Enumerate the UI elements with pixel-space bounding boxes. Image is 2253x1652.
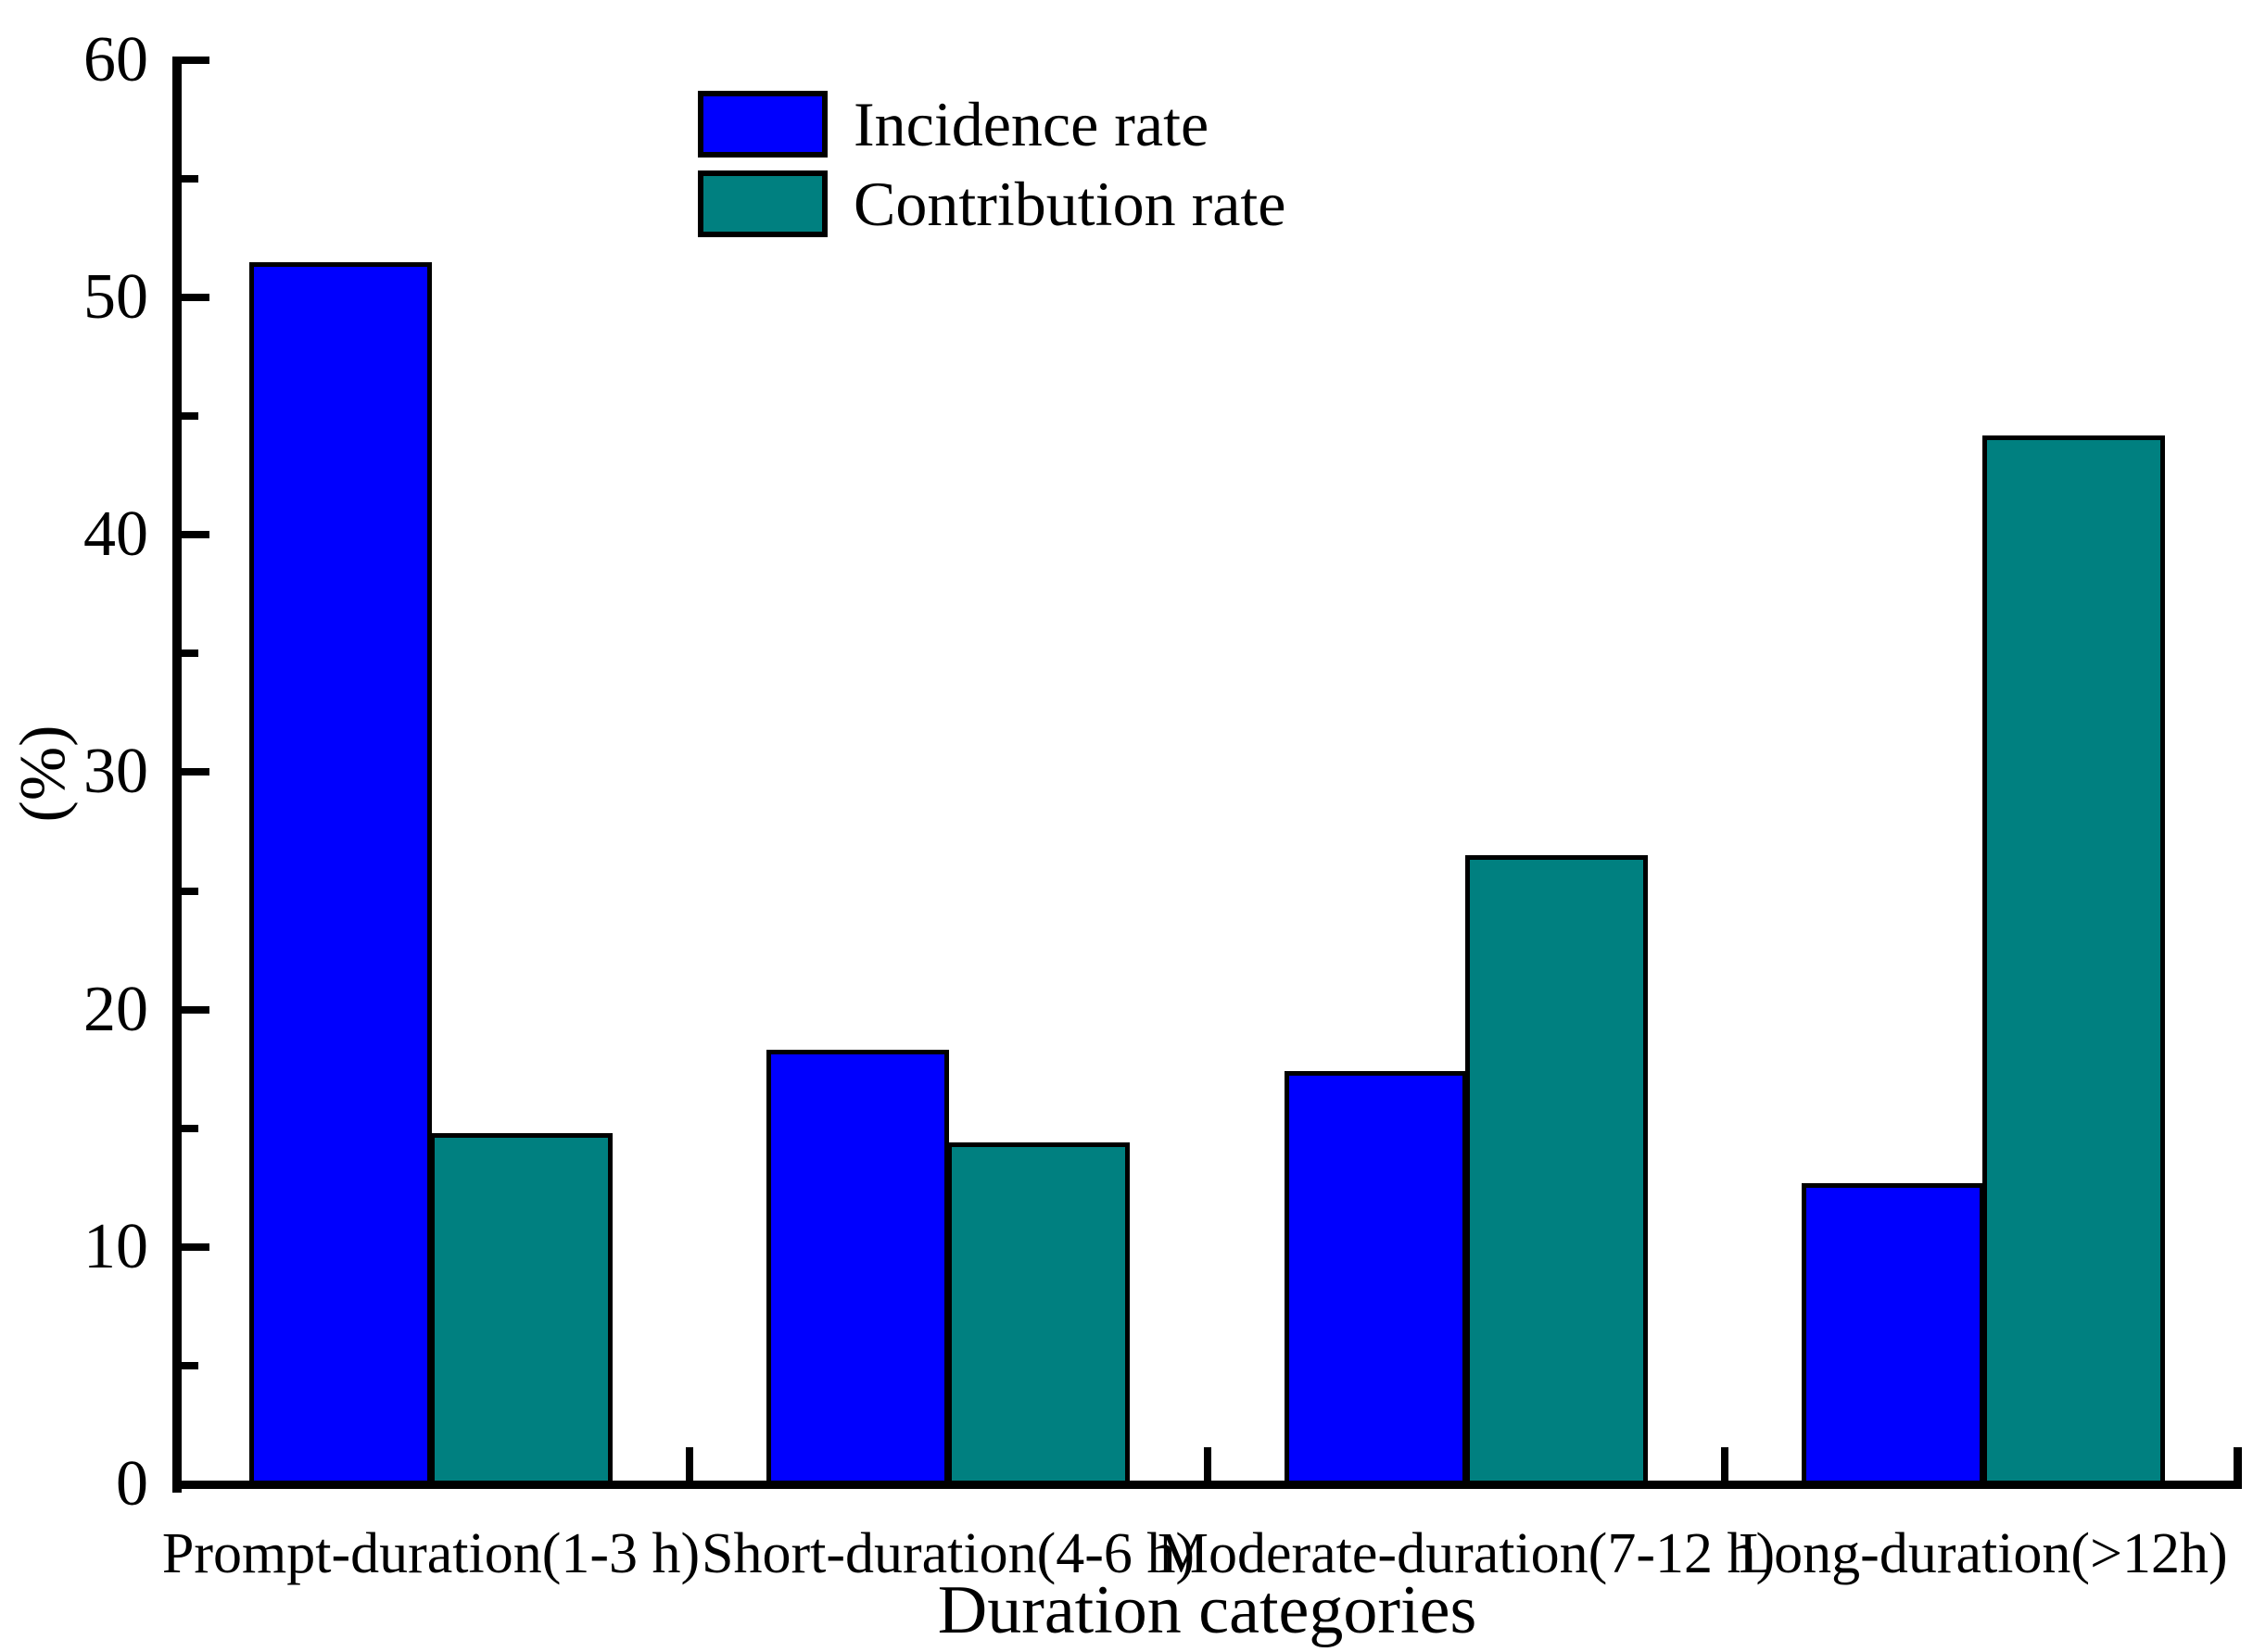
y-tick-label: 40 — [83, 498, 148, 570]
legend: Incidence rate Contribution rate — [698, 89, 1285, 239]
bar-incidence-rate-2 — [766, 1050, 949, 1489]
bar-incidence-rate-4 — [1802, 1183, 1984, 1489]
x-axis-title: Duration categories — [937, 1572, 1477, 1648]
y-major-tick — [182, 1243, 209, 1251]
legend-item-incidence-rate: Incidence rate — [698, 89, 1285, 159]
y-major-tick — [182, 57, 209, 64]
y-tick-label: 30 — [83, 736, 148, 807]
y-major-tick — [182, 1006, 209, 1014]
y-minor-tick — [182, 649, 198, 657]
y-major-tick — [182, 1481, 209, 1488]
x-category-label: Moderate-duration(7-12 h) — [1157, 1522, 1776, 1585]
y-tick-label: 10 — [83, 1211, 148, 1282]
x-category-label: Short-duration(4-6 h) — [701, 1522, 1196, 1585]
bar-contribution-rate-4 — [1982, 435, 2165, 1489]
y-major-tick — [182, 294, 209, 301]
legend-label-contribution-rate: Contribution rate — [854, 169, 1286, 239]
legend-item-contribution-rate: Contribution rate — [698, 169, 1285, 239]
y-axis-line — [172, 57, 182, 1493]
y-minor-tick — [182, 412, 198, 420]
x-boundary-tick — [686, 1447, 693, 1481]
x-axis-line — [172, 1481, 2242, 1489]
bar-contribution-rate-2 — [947, 1142, 1130, 1489]
legend-label-incidence-rate: Incidence rate — [854, 89, 1209, 159]
x-category-label: Prompt-duration(1-3 h) — [161, 1522, 701, 1585]
y-major-tick — [182, 768, 209, 776]
contribution-rate-swatch — [698, 170, 828, 237]
bar-contribution-rate-3 — [1465, 855, 1648, 1489]
y-minor-tick — [182, 175, 198, 183]
y-tick-label: 0 — [116, 1448, 148, 1520]
y-minor-tick — [182, 1125, 198, 1132]
incidence-rate-swatch — [698, 91, 828, 158]
bar-contribution-rate-1 — [430, 1133, 613, 1489]
x-boundary-tick — [1204, 1447, 1211, 1481]
x-boundary-tick — [1721, 1447, 1728, 1481]
y-tick-label: 20 — [83, 974, 148, 1045]
x-axis-end-tick — [2234, 1447, 2242, 1484]
bar-incidence-rate-1 — [249, 262, 432, 1489]
y-minor-tick — [182, 888, 198, 895]
y-tick-label: 60 — [83, 24, 148, 95]
x-category-label: Long-duration(>12h) — [1739, 1522, 2228, 1585]
y-minor-tick — [182, 1362, 198, 1369]
bar-incidence-rate-3 — [1285, 1071, 1467, 1489]
y-major-tick — [182, 531, 209, 538]
y-tick-label: 50 — [83, 261, 148, 333]
